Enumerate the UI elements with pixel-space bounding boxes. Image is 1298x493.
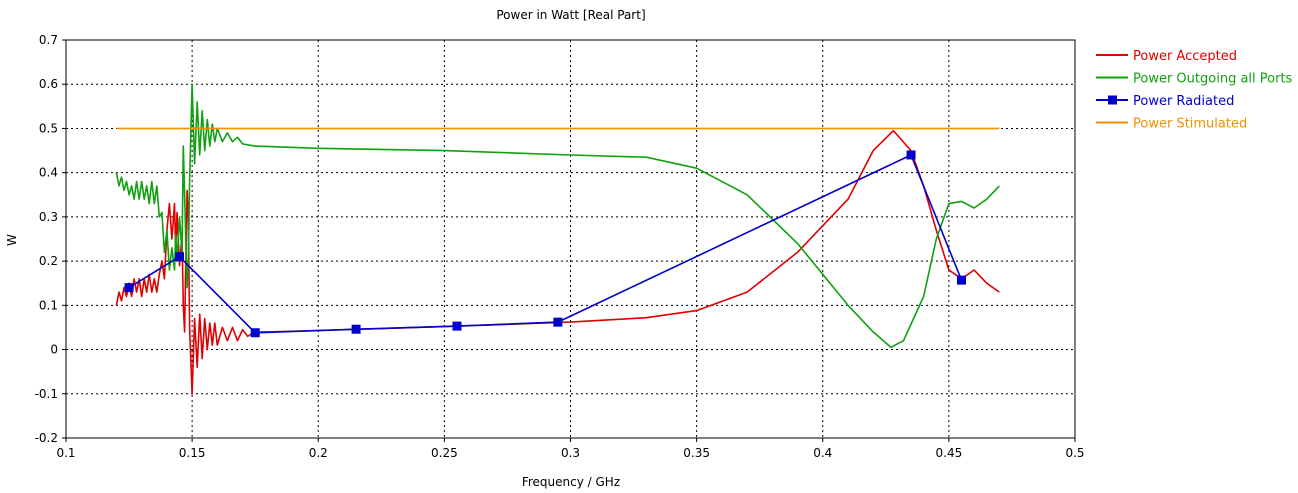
- y-tick-label: 0.5: [39, 121, 58, 135]
- y-tick-label: 0.6: [39, 77, 58, 91]
- y-axis-ticks: -0.2 -0.1 0 0.1 0.2 0.3 0.4 0.5 0.6 0.7: [35, 33, 66, 445]
- grid: [66, 40, 1075, 438]
- legend-item-power-outgoing-all-ports: Power Outgoing all Ports: [1096, 72, 1293, 87]
- x-tick-label: 0.2: [309, 446, 328, 460]
- y-tick-label: 0.1: [39, 298, 58, 312]
- x-axis-label: Frequency / GHz: [522, 475, 620, 489]
- series-power-outgoing-all-ports: [115, 83, 1000, 349]
- series-power-accepted: [115, 129, 1000, 395]
- x-axis-ticks: 0.1 0.15 0.2 0.25 0.3 0.35 0.4 0.45 0.5: [56, 438, 1085, 460]
- y-tick-label: 0.7: [39, 33, 58, 47]
- power-radiated-marker: [553, 317, 563, 327]
- y-axis-label: W: [5, 234, 19, 246]
- legend-label: Power Stimulated: [1133, 117, 1247, 132]
- power-radiated-marker: [452, 321, 462, 331]
- series-group: [115, 83, 1000, 395]
- power-radiated-marker: [175, 252, 185, 262]
- x-tick-label: 0.1: [56, 446, 75, 460]
- y-tick-label: -0.2: [35, 431, 58, 445]
- legend-label: Power Radiated: [1133, 94, 1234, 109]
- power-radiated-marker: [351, 324, 361, 334]
- x-tick-label: 0.35: [683, 446, 710, 460]
- y-tick-label: 0.2: [39, 254, 58, 268]
- y-tick-label: 0: [50, 343, 58, 357]
- y-tick-label: -0.1: [35, 387, 58, 401]
- x-tick-label: 0.45: [936, 446, 963, 460]
- x-tick-label: 0.25: [431, 446, 458, 460]
- power-radiated-marker: [250, 328, 260, 338]
- y-tick-label: 0.4: [39, 166, 58, 180]
- legend-label: Power Accepted: [1133, 49, 1237, 64]
- x-tick-label: 0.4: [813, 446, 832, 460]
- x-tick-label: 0.5: [1065, 446, 1084, 460]
- power-radiated-marker: [906, 150, 916, 160]
- power-radiated-line: [128, 154, 963, 334]
- chart-title: Power in Watt [Real Part]: [496, 8, 645, 22]
- legend-marker: [1108, 95, 1117, 105]
- power-outgoing-all-ports-line: [115, 83, 1000, 349]
- legend-item-power-accepted: Power Accepted: [1096, 49, 1237, 64]
- power-accepted-line: [115, 129, 1000, 395]
- series-power-radiated: [124, 150, 966, 338]
- legend-item-power-stimulated: Power Stimulated: [1096, 117, 1247, 132]
- power-radiated-marker: [124, 283, 134, 293]
- y-tick-label: 0.3: [39, 210, 58, 224]
- power-radiated-marker: [956, 275, 966, 285]
- legend: Power Accepted Power Outgoing all Ports Po…: [1096, 49, 1293, 132]
- x-tick-label: 0.15: [179, 446, 206, 460]
- legend-item-power-radiated: Power Radiated: [1096, 94, 1234, 109]
- legend-label: Power Outgoing all Ports: [1133, 72, 1293, 87]
- plot-area: [65, 39, 1076, 439]
- x-tick-label: 0.3: [561, 446, 580, 460]
